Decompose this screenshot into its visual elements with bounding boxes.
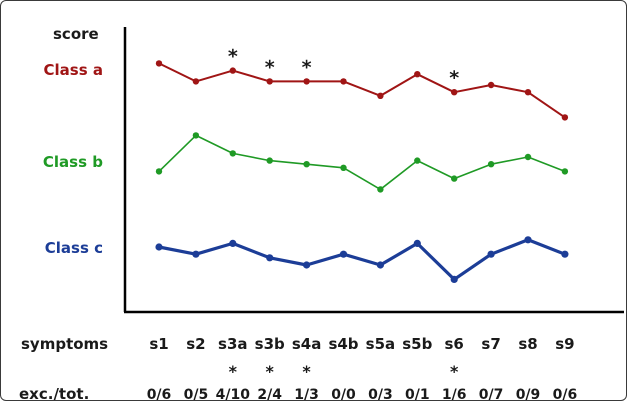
class-a-series xyxy=(155,60,569,121)
ratio-row-label: exc./tot. xyxy=(19,385,89,401)
x-tick-label: s3a xyxy=(218,335,248,353)
class-b-point xyxy=(340,164,347,171)
x-tick-label: s3b xyxy=(255,335,285,353)
ratio-label: 0/0 xyxy=(331,387,356,401)
class-c-point xyxy=(524,236,532,244)
class-a-point xyxy=(524,89,532,96)
class-c-point xyxy=(376,261,384,269)
class-b-series xyxy=(155,132,569,193)
x-tick-label: s7 xyxy=(481,335,500,353)
symptoms-row-label: symptoms xyxy=(21,335,108,353)
class-c-line xyxy=(158,238,566,281)
class-b-point xyxy=(414,157,421,164)
class-c-point xyxy=(561,250,569,258)
y-axis-label: score xyxy=(53,25,99,43)
labels-layer: score Class a Class b Class c * * * * symptoms ex… xyxy=(19,25,578,401)
significance-star: * xyxy=(302,56,312,78)
class-c-point xyxy=(450,275,458,283)
class-b-point xyxy=(377,186,384,193)
class-b-point xyxy=(155,168,163,175)
class-b-point xyxy=(192,132,200,139)
class-a-point xyxy=(155,60,163,67)
x-tick-label: s5a xyxy=(366,335,396,353)
class-a-point xyxy=(229,67,236,74)
ratio-label: 0/5 xyxy=(184,387,209,401)
class-b-point xyxy=(229,150,236,157)
ratio-label: 0/9 xyxy=(516,387,541,401)
x-tick-label: s8 xyxy=(518,335,537,353)
class-b-point xyxy=(487,161,495,168)
significance-star: * xyxy=(449,67,459,89)
class-a-point xyxy=(266,78,273,85)
ratio-label: 0/1 xyxy=(405,387,430,401)
class-c-point xyxy=(303,261,311,269)
x-tick-label: s4b xyxy=(328,335,358,353)
class-a-line xyxy=(158,62,566,119)
ratio-label: 0/3 xyxy=(368,387,393,401)
class-a-point xyxy=(303,78,310,85)
ratio-significance-star: * xyxy=(450,362,459,381)
class-c-point xyxy=(487,250,495,258)
x-tick-label: s1 xyxy=(149,335,168,353)
ratio-label: 4/10 xyxy=(216,387,251,401)
class-a-point xyxy=(451,89,458,96)
class-a-label: Class a xyxy=(44,61,103,79)
class-b-point xyxy=(524,153,532,161)
axes xyxy=(123,27,624,314)
class-c-point xyxy=(229,239,237,247)
x-tick-label: s9 xyxy=(555,335,574,353)
ratio-label: 1/3 xyxy=(294,387,319,401)
class-b-point xyxy=(561,168,569,175)
class-a-point xyxy=(377,92,384,100)
class-b-label: Class b xyxy=(43,153,103,171)
class-b-point xyxy=(266,157,273,164)
class-b-point xyxy=(303,161,310,168)
ratio-label: 2/4 xyxy=(257,387,282,401)
ratio-label: 0/6 xyxy=(147,387,172,401)
class-a-point xyxy=(414,71,421,78)
ratio-label: 0/6 xyxy=(553,387,578,401)
class-b-line xyxy=(158,134,566,191)
class-c-point xyxy=(192,250,200,258)
class-a-point xyxy=(192,78,200,85)
x-tick-label: s4a xyxy=(292,335,322,353)
x-tick-label: s6 xyxy=(445,335,464,353)
ratio-significance-star: * xyxy=(302,362,311,381)
class-c-series xyxy=(155,236,569,283)
significance-star: * xyxy=(228,46,238,68)
class-c-point xyxy=(155,243,163,251)
ratio-significance-star: * xyxy=(266,362,275,381)
x-tick-label: s5b xyxy=(402,335,432,353)
class-a-point xyxy=(487,81,495,89)
significance-star: * xyxy=(265,56,275,78)
class-b-point xyxy=(451,175,458,182)
series-layer xyxy=(155,60,569,283)
ratio-label: 0/7 xyxy=(479,387,504,401)
class-c-point xyxy=(413,239,421,247)
ratio-label: 1/6 xyxy=(442,387,467,401)
class-c-label: Class c xyxy=(45,239,103,257)
class-a-point xyxy=(561,114,569,121)
class-c-point xyxy=(339,250,348,258)
x-tick-label: s2 xyxy=(186,335,205,353)
class-c-point xyxy=(266,254,274,262)
ratio-significance-star: * xyxy=(229,362,238,381)
class-a-point xyxy=(340,78,347,85)
